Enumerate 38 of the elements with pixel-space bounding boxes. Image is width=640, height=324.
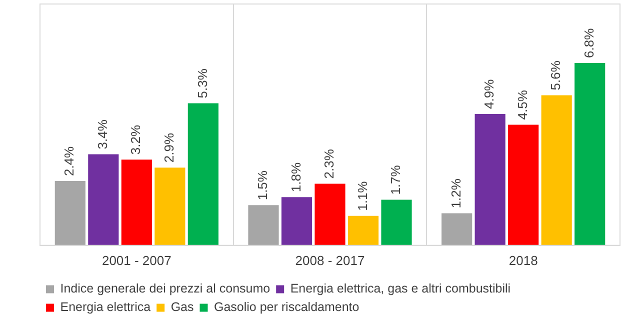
legend-label: Energia elettrica: [60, 300, 151, 314]
bar: [474, 114, 506, 246]
bar: [314, 184, 346, 246]
data-label: 1.1%: [354, 180, 370, 211]
data-label: 2.4%: [62, 146, 77, 176]
x-tick-label: 2001 - 2007: [102, 252, 172, 268]
data-label: 5.3%: [194, 68, 210, 98]
legend-label: Gas: [170, 300, 194, 314]
bar: [188, 103, 218, 246]
data-label: 4.9%: [482, 78, 497, 109]
legend-label: Energia elettrica, gas e altri combustibili: [290, 282, 511, 296]
data-label: 1.7%: [388, 164, 404, 195]
bar: [54, 181, 86, 246]
legend-label: Gasolio per riscaldamento: [214, 300, 360, 314]
data-label: 6.8%: [581, 28, 596, 58]
data-label: 1.8%: [288, 162, 304, 192]
bar: [154, 168, 186, 246]
data-label: 3.2%: [128, 124, 144, 155]
bar: [574, 63, 606, 246]
data-label: 2.3%: [322, 148, 337, 179]
data-label: 1.2%: [448, 178, 464, 208]
x-tick-label: 2018: [508, 252, 538, 268]
bar: [442, 213, 472, 246]
x-tick-label: 2008 - 2017: [295, 252, 365, 268]
legend-label: Indice generale dei prezzi al consumo: [60, 282, 270, 296]
data-label: 2.9%: [162, 132, 176, 163]
bar: [121, 160, 152, 246]
bar: [348, 216, 379, 246]
bar: [541, 95, 572, 246]
bar: [281, 197, 312, 246]
bar: [381, 200, 412, 246]
bar: [248, 205, 279, 246]
data-label: 5.6%: [548, 60, 564, 90]
bar: [88, 154, 119, 246]
data-label: 3.4%: [94, 119, 110, 150]
data-label: 4.5%: [514, 90, 530, 120]
data-label: 1.5%: [255, 170, 270, 200]
bar: [508, 124, 539, 246]
